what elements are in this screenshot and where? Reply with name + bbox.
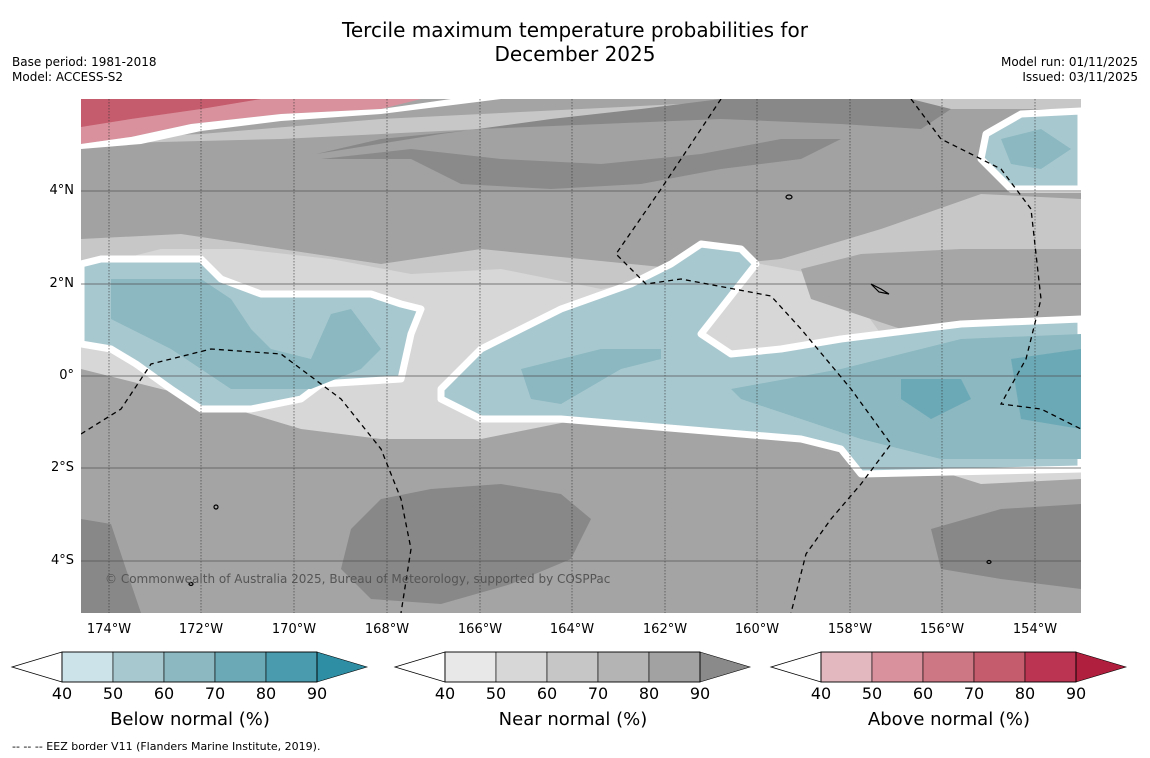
map-title: Tercile maximum temperature probabilitie… bbox=[0, 18, 1150, 66]
colorbar-above-normal bbox=[769, 651, 1128, 683]
cb-above-segment-60 bbox=[922, 651, 975, 683]
lat-label-2s: 2°S bbox=[50, 460, 74, 475]
cb-near-tick-70: 70 bbox=[587, 684, 609, 703]
cb-above-tick-40: 40 bbox=[810, 684, 832, 703]
cb-near-segment-50 bbox=[495, 651, 548, 683]
below-normal-core-west bbox=[111, 279, 381, 389]
mid-patch-east bbox=[801, 249, 1081, 329]
cb-below-segment-60 bbox=[163, 651, 216, 683]
cb-near-segment-80 bbox=[648, 651, 701, 683]
cb-below-tick-70: 70 bbox=[204, 684, 226, 703]
cb-near-segment-70 bbox=[597, 651, 650, 683]
lon-label-170w: 170°W bbox=[271, 622, 317, 637]
model-label: Model: ACCESS-S2 bbox=[12, 70, 124, 84]
lon-label-154w: 154°W bbox=[1012, 622, 1058, 637]
tercile-boundary-north bbox=[81, 99, 501, 149]
cb-below-extend-high bbox=[316, 651, 369, 683]
cb-near-tick-80: 80 bbox=[638, 684, 660, 703]
meta-left: Base period: 1981-2018 Model: ACCESS-S2 bbox=[12, 55, 157, 85]
below-normal-core-northeast bbox=[1001, 129, 1071, 169]
dark-patch-north-2 bbox=[321, 139, 841, 189]
lon-label-156w: 156°W bbox=[919, 622, 965, 637]
cb-near-extend-high bbox=[699, 651, 752, 683]
cb-below-segment-40 bbox=[61, 651, 114, 683]
cb-near-extend-low bbox=[393, 651, 446, 683]
cb-below-tick-50: 50 bbox=[102, 684, 124, 703]
base-period-label: Base period: 1981-2018 bbox=[12, 55, 157, 69]
title-line-2: December 2025 bbox=[494, 42, 656, 66]
eez-borders bbox=[81, 99, 1081, 613]
cb-near-tick-40: 40 bbox=[434, 684, 456, 703]
colorbar-near-normal bbox=[393, 651, 752, 683]
above-normal-core bbox=[81, 99, 261, 127]
lon-label-158w: 158°W bbox=[827, 622, 873, 637]
cb-below-title: Below normal (%) bbox=[110, 709, 270, 730]
cb-below-segment-50 bbox=[112, 651, 165, 683]
dark-patch-north bbox=[316, 99, 951, 154]
cb-above-segment-40 bbox=[820, 651, 873, 683]
dark-patch-southeast bbox=[931, 504, 1081, 589]
lon-label-172w: 172°W bbox=[178, 622, 224, 637]
cb-near-title: Near normal (%) bbox=[498, 709, 648, 730]
islands bbox=[188, 194, 992, 587]
below-normal-max-east bbox=[901, 379, 971, 419]
cb-above-title: Above normal (%) bbox=[867, 709, 1031, 730]
lon-label-164w: 164°W bbox=[549, 622, 595, 637]
cb-below-segment-70 bbox=[214, 651, 267, 683]
lon-label-168w: 168°W bbox=[364, 622, 410, 637]
lon-label-160w: 160°W bbox=[734, 622, 780, 637]
latitude-gridlines bbox=[81, 190, 1081, 562]
copyright-notice: © Commonwealth of Australia 2025, Bureau… bbox=[105, 572, 610, 586]
cb-above-tick-90: 90 bbox=[1065, 684, 1087, 703]
below-normal-core-central bbox=[521, 349, 661, 404]
lon-label-162w: 162°W bbox=[642, 622, 688, 637]
cb-near-segment-60 bbox=[546, 651, 599, 683]
meta-right: Model run: 01/11/2025 Issued: 03/11/2025 bbox=[1001, 55, 1138, 85]
eez-footnote: -- -- -- EEZ border V11 (Flanders Marine… bbox=[12, 740, 321, 753]
issued-label: Issued: 03/11/2025 bbox=[1022, 70, 1138, 84]
cb-above-segment-80 bbox=[1024, 651, 1077, 683]
cb-above-tick-60: 60 bbox=[912, 684, 934, 703]
lon-label-166w: 166°W bbox=[457, 622, 503, 637]
cb-near-tick-90: 90 bbox=[689, 684, 711, 703]
model-run-label: Model run: 01/11/2025 bbox=[1000, 55, 1138, 69]
near-normal-mid-band bbox=[81, 109, 1081, 269]
cb-below-extend-low bbox=[10, 651, 63, 683]
cb-near-tick-60: 60 bbox=[536, 684, 558, 703]
cb-near-segment-40 bbox=[444, 651, 497, 683]
dark-patch-southwest bbox=[81, 519, 141, 613]
lat-label-4n: 4°N bbox=[49, 183, 75, 198]
lat-label-4s: 4°S bbox=[50, 553, 74, 568]
lat-label-0: 0° bbox=[59, 368, 74, 383]
cb-above-tick-70: 70 bbox=[963, 684, 985, 703]
cb-above-extend-low bbox=[769, 651, 822, 683]
cb-above-tick-50: 50 bbox=[861, 684, 883, 703]
cb-below-segment-80 bbox=[265, 651, 318, 683]
cb-above-segment-50 bbox=[871, 651, 924, 683]
lon-label-174w: 174°W bbox=[86, 622, 132, 637]
cb-below-tick-60: 60 bbox=[153, 684, 175, 703]
colorbar-below-normal bbox=[10, 651, 369, 683]
cb-above-tick-80: 80 bbox=[1014, 684, 1036, 703]
lat-label-2n: 2°N bbox=[49, 276, 75, 291]
title-line-1: Tercile maximum temperature probabilitie… bbox=[342, 18, 808, 42]
cb-above-segment-70 bbox=[973, 651, 1026, 683]
cb-near-tick-50: 50 bbox=[485, 684, 507, 703]
cb-below-tick-90: 90 bbox=[306, 684, 328, 703]
below-normal-max-far-east bbox=[1011, 349, 1081, 429]
cb-below-tick-40: 40 bbox=[51, 684, 73, 703]
probability-map: © Commonwealth of Australia 2025, Bureau… bbox=[81, 99, 1081, 613]
cb-above-extend-high bbox=[1075, 651, 1128, 683]
cb-below-tick-80: 80 bbox=[255, 684, 277, 703]
